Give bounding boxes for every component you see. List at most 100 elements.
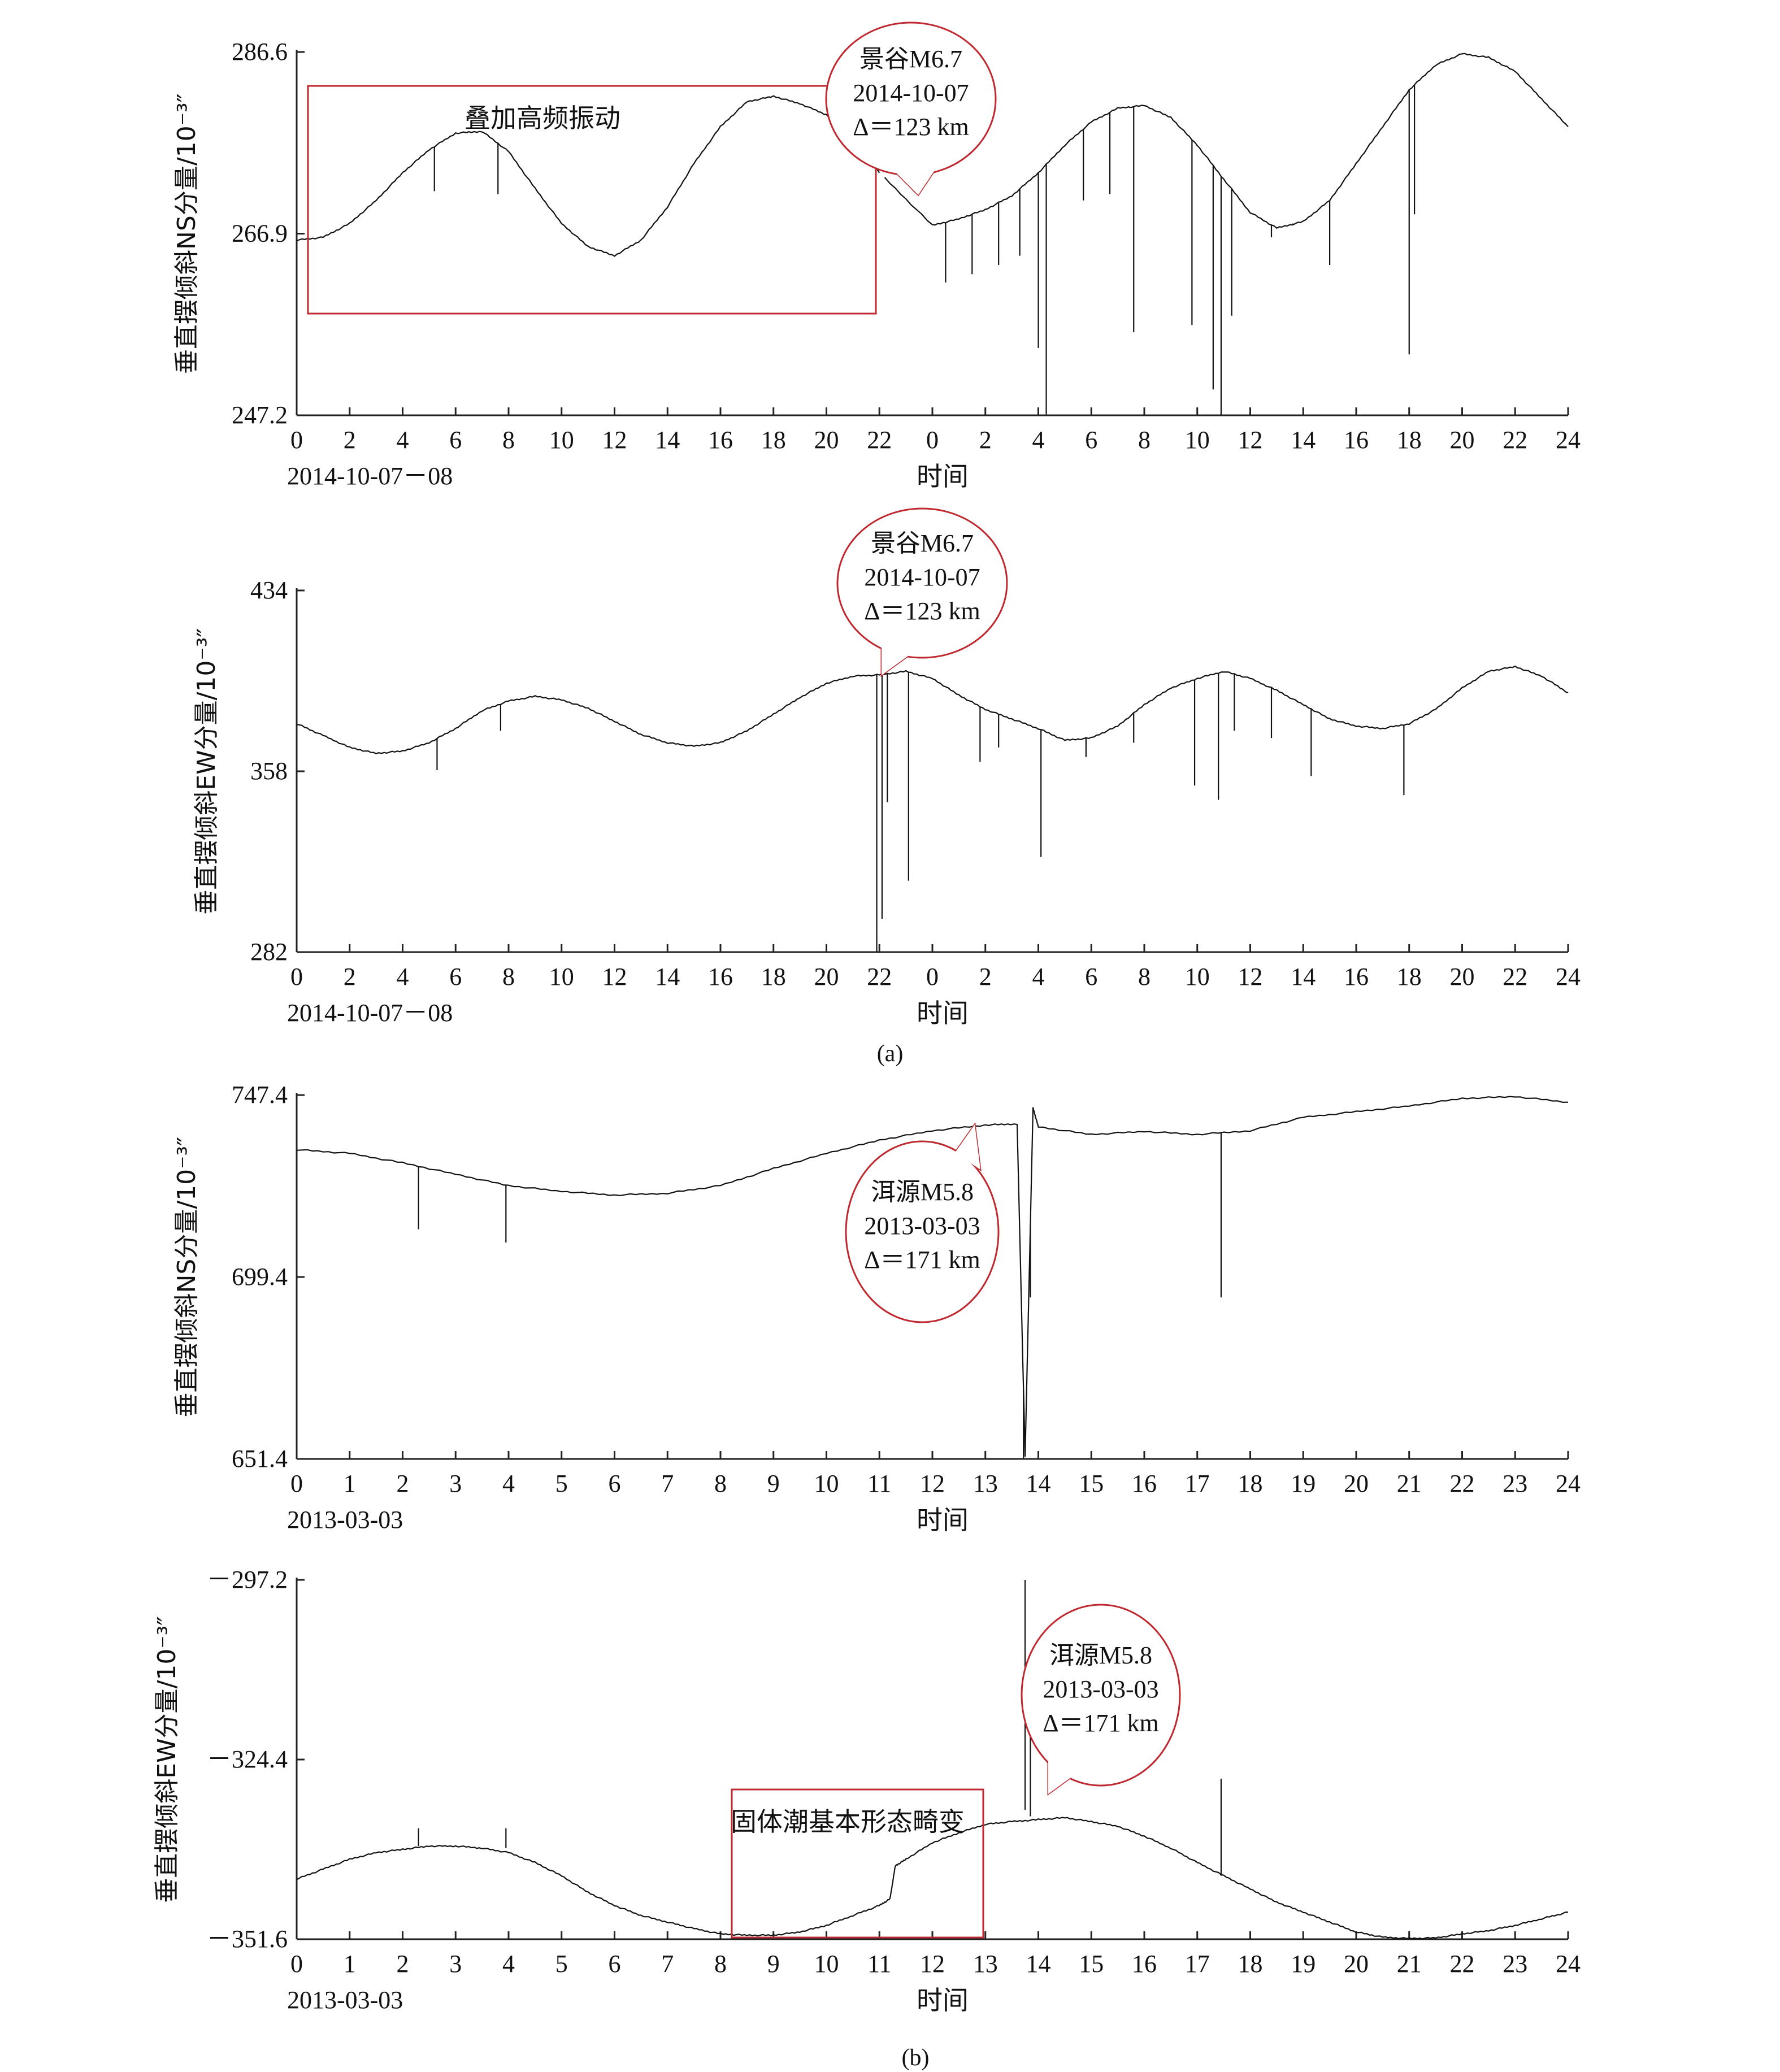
x-axis-label: 时间 (917, 1985, 969, 2015)
x-tick-label: 23 (1503, 1950, 1527, 1978)
x-tick-label: 13 (973, 1470, 998, 1497)
x-tick-label: 11 (867, 1950, 891, 1978)
x-tick-label: 22 (1503, 426, 1527, 454)
x-tick-label: 16 (708, 426, 733, 454)
series-line (296, 1817, 1568, 1940)
x-tick-label: 14 (1291, 963, 1316, 991)
x-tick-label: 14 (655, 963, 680, 991)
highlight-box (307, 85, 877, 315)
callout-text-line: 洱源M5.8 (1049, 1641, 1152, 1669)
x-tick-label: 11 (867, 1470, 891, 1497)
x-tick-label: 2 (397, 1470, 409, 1497)
x-tick-label: 9 (767, 1470, 780, 1497)
x-tick-label: 18 (761, 963, 786, 991)
y-tick-label: 651.4 (232, 1445, 288, 1472)
x-tick-label: 8 (714, 1470, 727, 1497)
callout-tail-fill (882, 630, 913, 675)
y-tick-label: 434 (250, 576, 288, 604)
callout-text-line: Δ＝123 km (853, 113, 969, 141)
x-tick-label: 17 (1185, 1470, 1210, 1497)
x-tick-label: 14 (655, 426, 680, 454)
x-tick-label: 24 (1556, 963, 1581, 991)
x-axis-label: 时间 (917, 461, 969, 492)
x-tick-label: 12 (1238, 963, 1263, 991)
x-tick-label: 16 (1132, 1950, 1157, 1978)
x-tick-label: 0 (290, 1950, 303, 1978)
date-label: 2013-03-03 (287, 1506, 403, 1534)
x-tick-label: 21 (1397, 1470, 1422, 1497)
date-label: 2013-03-03 (287, 1986, 403, 2014)
x-tick-label: 5 (555, 1950, 568, 1978)
x-axis-label: 时间 (917, 1505, 969, 1535)
x-tick-label: 8 (502, 963, 515, 991)
caption-b: (b) (902, 2045, 930, 2071)
y-tick-label: 286.6 (232, 38, 288, 66)
x-tick-label: 24 (1556, 426, 1581, 454)
x-tick-label: 12 (920, 1950, 945, 1978)
x-tick-label: 2 (979, 963, 992, 991)
x-tick-label: 18 (1238, 1470, 1263, 1497)
callout-text-line: Δ＝123 km (864, 597, 980, 625)
x-tick-label: 4 (502, 1950, 515, 1978)
highlight-box (731, 1788, 984, 1939)
x-tick-label: 22 (867, 963, 892, 991)
x-tick-label: 8 (1138, 963, 1151, 991)
x-tick-label: 6 (609, 1950, 621, 1978)
x-tick-label: 24 (1556, 1950, 1581, 1978)
x-tick-label: 4 (502, 1470, 515, 1497)
x-tick-label: 18 (761, 426, 786, 454)
x-tick-label: 23 (1503, 1470, 1527, 1497)
x-tick-label: 3 (449, 1950, 462, 1978)
y-tick-label: －351.6 (207, 1925, 288, 1953)
x-axis-label: 时间 (917, 998, 969, 1028)
x-tick-label: 20 (1344, 1950, 1369, 1978)
callout-text-line: Δ＝171 km (1043, 1709, 1159, 1737)
chart-panel-b2: －297.2－324.4－351.60 1 2 3 4 5 6 7 8 9 10 11 12 13 14 15… (153, 1566, 1581, 2015)
x-tick-label: 3 (449, 1470, 462, 1497)
x-tick-label: 2 (344, 426, 356, 454)
callout-text-line: 2014-10-07 (864, 563, 980, 591)
x-tick-label: 22 (1450, 1950, 1475, 1978)
date-label: 2014-10-07－08 (287, 462, 453, 490)
x-tick-label: 16 (708, 963, 733, 991)
series-line (296, 95, 880, 257)
x-tick-label: 22 (1450, 1470, 1475, 1497)
y-tick-label: 282 (250, 938, 288, 966)
x-tick-label: 12 (602, 963, 627, 991)
y-tick-label: 747.4 (232, 1081, 288, 1109)
x-tick-label: 10 (814, 1950, 839, 1978)
y-axis-label: 垂直摆倾斜NS分量/10⁻³″ (172, 1137, 201, 1418)
x-tick-label: 10 (814, 1470, 839, 1497)
y-axis-label: 垂直摆倾斜NS分量/10⁻³″ (172, 93, 201, 374)
x-tick-label: 20 (1344, 1470, 1369, 1497)
x-tick-label: 19 (1291, 1470, 1316, 1497)
x-tick-label: 2 (397, 1950, 409, 1978)
x-tick-label: 0 (926, 963, 939, 991)
box-annotation-text: 固体潮基本形态畸变 (731, 1806, 965, 1837)
x-tick-label: 12 (1238, 426, 1263, 454)
series-line (884, 53, 1569, 229)
x-tick-label: 18 (1397, 963, 1422, 991)
x-tick-label: 20 (1450, 426, 1475, 454)
x-tick-label: 5 (555, 1470, 568, 1497)
x-tick-label: 10 (549, 963, 574, 991)
earthquake-callout (836, 507, 1008, 659)
x-tick-label: 7 (661, 1950, 674, 1978)
x-tick-label: 20 (814, 963, 839, 991)
x-tick-label: 10 (1185, 963, 1210, 991)
x-tick-label: 20 (1450, 963, 1475, 991)
x-tick-label: 1 (344, 1950, 356, 1978)
x-tick-label: 13 (973, 1950, 998, 1978)
x-tick-label: 21 (1397, 1950, 1422, 1978)
y-tick-label: 699.4 (232, 1263, 288, 1291)
x-tick-label: 0 (926, 426, 939, 454)
x-tick-label: 10 (549, 426, 574, 454)
x-tick-label: 6 (1085, 426, 1097, 454)
x-tick-label: 9 (767, 1950, 780, 1978)
x-tick-label: 0 (290, 1470, 303, 1497)
x-tick-label: 6 (449, 963, 462, 991)
x-tick-label: 15 (1079, 1950, 1104, 1978)
